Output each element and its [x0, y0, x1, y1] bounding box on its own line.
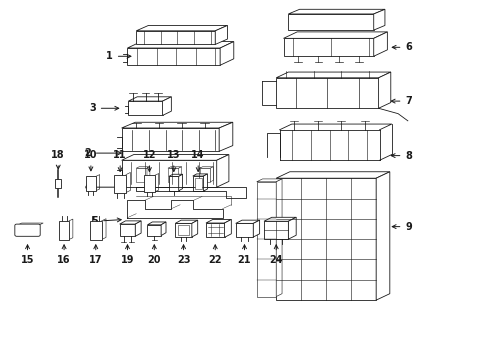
Polygon shape — [264, 217, 296, 221]
Polygon shape — [283, 39, 373, 56]
Polygon shape — [276, 78, 378, 108]
Polygon shape — [122, 128, 219, 151]
Bar — [177, 225, 189, 235]
Polygon shape — [373, 32, 386, 56]
Text: 15: 15 — [20, 245, 34, 265]
Polygon shape — [120, 224, 135, 236]
Polygon shape — [256, 182, 276, 297]
Polygon shape — [127, 41, 233, 48]
Bar — [114, 175, 126, 193]
Polygon shape — [288, 9, 384, 14]
Polygon shape — [122, 160, 216, 187]
Polygon shape — [276, 172, 389, 178]
Polygon shape — [276, 72, 390, 78]
Polygon shape — [175, 224, 191, 237]
Polygon shape — [283, 32, 386, 39]
Polygon shape — [264, 221, 288, 239]
Polygon shape — [167, 168, 178, 182]
Text: 13: 13 — [167, 150, 180, 171]
Polygon shape — [216, 154, 228, 187]
Bar — [90, 221, 102, 239]
Polygon shape — [256, 179, 282, 182]
Polygon shape — [378, 72, 390, 108]
Text: 14: 14 — [191, 150, 204, 171]
Polygon shape — [375, 172, 389, 300]
Text: 5: 5 — [91, 216, 121, 226]
Polygon shape — [161, 222, 165, 235]
Polygon shape — [122, 154, 228, 160]
Polygon shape — [288, 217, 296, 239]
Polygon shape — [147, 222, 165, 225]
Bar — [55, 179, 61, 188]
Polygon shape — [199, 168, 210, 182]
Polygon shape — [162, 97, 171, 116]
Bar — [86, 176, 96, 191]
Text: 8: 8 — [390, 150, 411, 161]
Polygon shape — [175, 220, 197, 224]
Polygon shape — [178, 174, 182, 191]
Polygon shape — [235, 220, 259, 224]
Text: 4: 4 — [84, 182, 121, 192]
Polygon shape — [210, 167, 213, 182]
Polygon shape — [199, 167, 213, 168]
Polygon shape — [191, 220, 197, 237]
Polygon shape — [122, 122, 232, 128]
Text: 23: 23 — [177, 245, 190, 265]
Polygon shape — [167, 167, 181, 168]
Text: 2: 2 — [84, 148, 121, 158]
Polygon shape — [224, 220, 231, 237]
Polygon shape — [136, 31, 215, 44]
Polygon shape — [219, 122, 232, 151]
Polygon shape — [203, 174, 207, 191]
Polygon shape — [136, 167, 150, 168]
Polygon shape — [136, 26, 227, 31]
Polygon shape — [253, 220, 259, 237]
FancyBboxPatch shape — [15, 224, 40, 236]
Polygon shape — [168, 174, 182, 176]
Polygon shape — [168, 176, 178, 191]
Text: 19: 19 — [121, 245, 134, 265]
Text: 18: 18 — [51, 150, 65, 169]
Polygon shape — [205, 220, 231, 223]
Polygon shape — [147, 225, 161, 235]
Bar — [144, 175, 155, 192]
Polygon shape — [120, 221, 141, 224]
Polygon shape — [147, 167, 150, 182]
Polygon shape — [276, 178, 375, 300]
Polygon shape — [205, 223, 224, 237]
Polygon shape — [135, 221, 141, 236]
Polygon shape — [235, 224, 253, 237]
Text: 9: 9 — [391, 222, 411, 231]
Text: 20: 20 — [147, 245, 161, 265]
Polygon shape — [276, 179, 282, 297]
Text: 6: 6 — [391, 42, 411, 52]
Polygon shape — [127, 48, 220, 65]
Polygon shape — [288, 14, 373, 30]
Text: 11: 11 — [113, 150, 127, 171]
Bar — [59, 221, 69, 239]
Bar — [194, 178, 201, 189]
Text: 7: 7 — [390, 96, 411, 106]
Polygon shape — [128, 101, 162, 116]
Polygon shape — [192, 174, 207, 176]
Polygon shape — [373, 9, 384, 30]
Text: 17: 17 — [89, 245, 102, 265]
Text: 10: 10 — [84, 150, 98, 171]
Polygon shape — [136, 168, 147, 182]
Text: 3: 3 — [89, 103, 119, 113]
Text: 21: 21 — [237, 245, 251, 265]
Text: 16: 16 — [57, 245, 71, 265]
Polygon shape — [178, 167, 181, 182]
Text: 24: 24 — [269, 245, 283, 265]
Polygon shape — [220, 41, 233, 65]
Text: 12: 12 — [142, 150, 156, 171]
Polygon shape — [128, 97, 171, 101]
Text: 1: 1 — [106, 51, 131, 61]
Polygon shape — [192, 176, 203, 191]
Polygon shape — [215, 26, 227, 44]
Text: 22: 22 — [208, 245, 222, 265]
